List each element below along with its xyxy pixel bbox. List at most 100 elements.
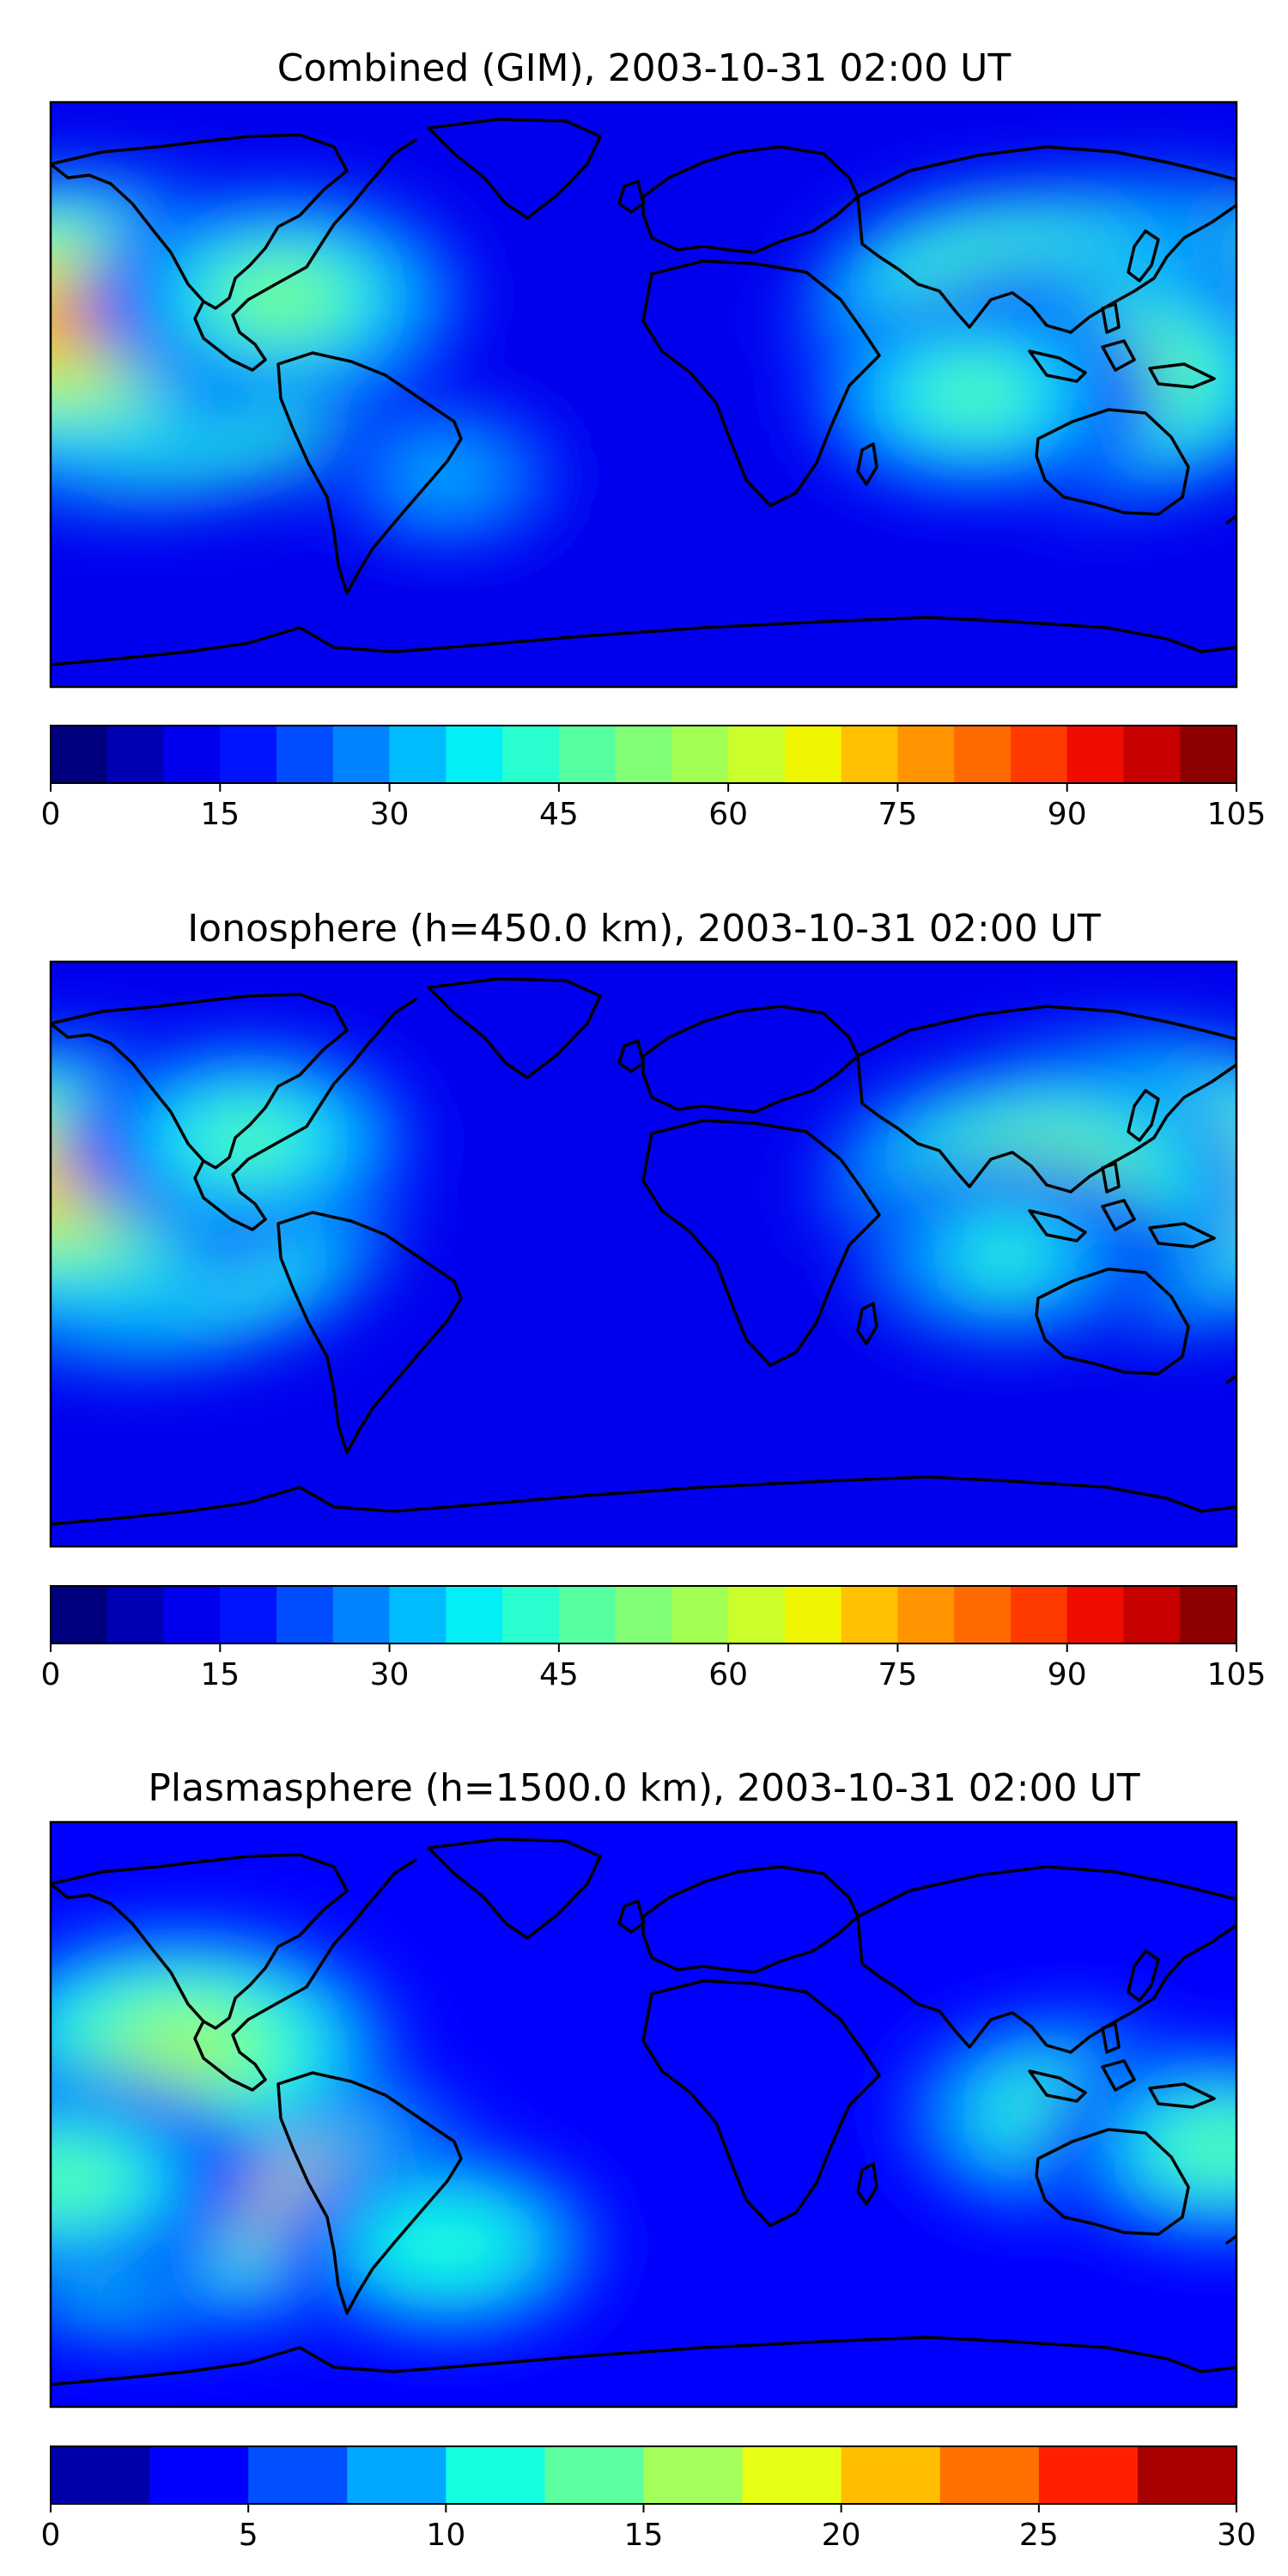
colorbar-swatch <box>841 726 899 783</box>
colorbar-tick-label: 15 <box>200 797 240 832</box>
colorbar-tick-label: 45 <box>539 1657 579 1692</box>
colorbar-swatch <box>220 1586 277 1643</box>
hotspot-6 <box>404 452 488 500</box>
colorbar-swatch <box>954 1586 1012 1643</box>
maps-group <box>49 100 1238 2409</box>
colorbar-tick-label: 25 <box>1019 2518 1059 2553</box>
map-panel-2 <box>49 960 1238 1548</box>
colorbar-swatch <box>742 2446 842 2504</box>
colorbar-swatch <box>954 726 1012 783</box>
colorbar-swatch <box>51 2446 150 2504</box>
colorbar-tick-label: 30 <box>370 1657 410 1692</box>
colorbar-tick-label: 90 <box>1048 797 1087 832</box>
colorbar-swatch <box>389 1586 447 1643</box>
colorbar-swatch <box>163 726 221 783</box>
hotspot-5 <box>197 1111 300 1170</box>
colorbar-tick-label: 15 <box>200 1657 240 1692</box>
panel-1-title: Combined (GIM), 2003-10-31 02:00 UT <box>276 46 1012 90</box>
colorbar-tick-label: 5 <box>239 2518 258 2553</box>
colorbar-swatch <box>841 2446 941 2504</box>
colorbar-tick-label: 105 <box>1207 1657 1267 1692</box>
colorbar-swatch <box>332 1586 391 1643</box>
colorbar-swatch <box>106 726 165 783</box>
colorbar-swatch <box>897 726 955 783</box>
colorbar-swatch <box>784 726 842 783</box>
map-panel-3 <box>49 1820 1238 2409</box>
colorbar-swatch <box>1137 2446 1237 2504</box>
colorbar-tick-label: 105 <box>1207 797 1267 832</box>
colorbar-swatch <box>1066 726 1125 783</box>
panel-3-title: Plasmasphere (h=1500.0 km), 2003-10-31 0… <box>148 1766 1140 1810</box>
map-frame <box>49 1820 1238 2409</box>
colorbar-swatch <box>502 726 560 783</box>
colorbar-tick-label: 60 <box>708 797 748 832</box>
colorbar-swatch <box>149 2446 249 2504</box>
hotspot-6 <box>1168 2117 1236 2177</box>
colorbar-tick-label: 75 <box>878 797 918 832</box>
colorbar-swatch <box>615 1586 672 1643</box>
colorbar-tick-label: 0 <box>41 1657 61 1692</box>
colorbar-2: 0 15 30 45 60 75 90 105 <box>41 1585 1267 1692</box>
map-frame <box>49 100 1238 689</box>
colorbar-tick-label: 20 <box>822 2518 861 2553</box>
colorbar-swatch <box>1123 726 1181 783</box>
colorbar-swatch <box>446 2446 546 2504</box>
colorbar-swatch <box>502 1586 560 1643</box>
colorbar-swatch <box>1180 1586 1237 1643</box>
colorbar-swatch <box>558 726 617 783</box>
colorbar-swatch <box>248 2446 348 2504</box>
colorbar-swatch <box>643 2446 744 2504</box>
colorbar-swatch <box>897 1586 955 1643</box>
colorbar-tick-label: 15 <box>624 2518 664 2553</box>
colorbar-swatch <box>332 726 391 783</box>
colorbar-tick-label: 90 <box>1048 1657 1087 1692</box>
colorbar-swatch <box>347 2446 447 2504</box>
hotspot-6 <box>957 1226 1054 1282</box>
colorbar-1: 0 15 30 45 60 75 90 105 <box>41 725 1267 832</box>
colorbar-swatch <box>220 726 277 783</box>
colorbar-frame <box>50 1585 1237 1644</box>
hotspot-7 <box>397 2216 495 2273</box>
colorbar-tick-label: 60 <box>708 1657 748 1692</box>
colorbar-tick-label: 45 <box>539 797 579 832</box>
colorbar-swatch <box>558 1586 617 1643</box>
colorbar-swatch <box>671 1586 729 1643</box>
colorbar-swatch <box>784 1586 842 1643</box>
colorbar-swatch <box>1066 1586 1125 1643</box>
colorbar-swatch <box>544 2446 645 2504</box>
colorbar-swatch <box>615 726 672 783</box>
colorbar-swatch <box>106 1586 165 1643</box>
colorbar-frame <box>50 725 1237 784</box>
colorbar-tick-label: 30 <box>370 797 410 832</box>
colorbar-swatch <box>728 726 786 783</box>
colorbar-swatch <box>276 726 334 783</box>
colorbar-swatch <box>276 1586 334 1643</box>
colorbars-group: 0 15 30 45 60 75 90 105 0 15 30 45 60 75 90 105 0 5 10 15 20… <box>41 725 1267 2553</box>
colorbar-swatch <box>841 1586 899 1643</box>
colorbar-tick-label: 75 <box>878 1657 918 1692</box>
hotspot-8 <box>921 365 1024 424</box>
colorbar-swatch <box>1010 1586 1068 1643</box>
panel-2-title: Ionosphere (h=450.0 km), 2003-10-31 02:0… <box>187 907 1101 951</box>
colorbar-tick-label: 0 <box>41 797 61 832</box>
colorbar-swatch <box>163 1586 221 1643</box>
colorbar-swatch <box>671 726 729 783</box>
colorbar-3: 0 5 10 15 20 25 30 <box>41 2445 1256 2553</box>
map-frame <box>49 960 1238 1548</box>
hotspot-5 <box>227 266 337 328</box>
colorbar-swatch <box>1123 1586 1181 1643</box>
colorbar-tick-label: 30 <box>1217 2518 1256 2553</box>
colorbar-swatch <box>1038 2446 1139 2504</box>
colorbar-tick-label: 0 <box>41 2518 61 2553</box>
colorbar-tick-label: 10 <box>426 2518 465 2553</box>
colorbar-swatch <box>1180 726 1237 783</box>
colorbar-swatch <box>939 2446 1040 2504</box>
colorbar-swatch <box>446 1586 503 1643</box>
colorbar-swatch <box>51 726 108 783</box>
hotspot-4 <box>51 2148 121 2210</box>
colorbar-swatch <box>1010 726 1068 783</box>
colorbar-swatch <box>51 1586 108 1643</box>
colorbar-swatch <box>446 726 503 783</box>
map-panel-1 <box>49 100 1238 689</box>
